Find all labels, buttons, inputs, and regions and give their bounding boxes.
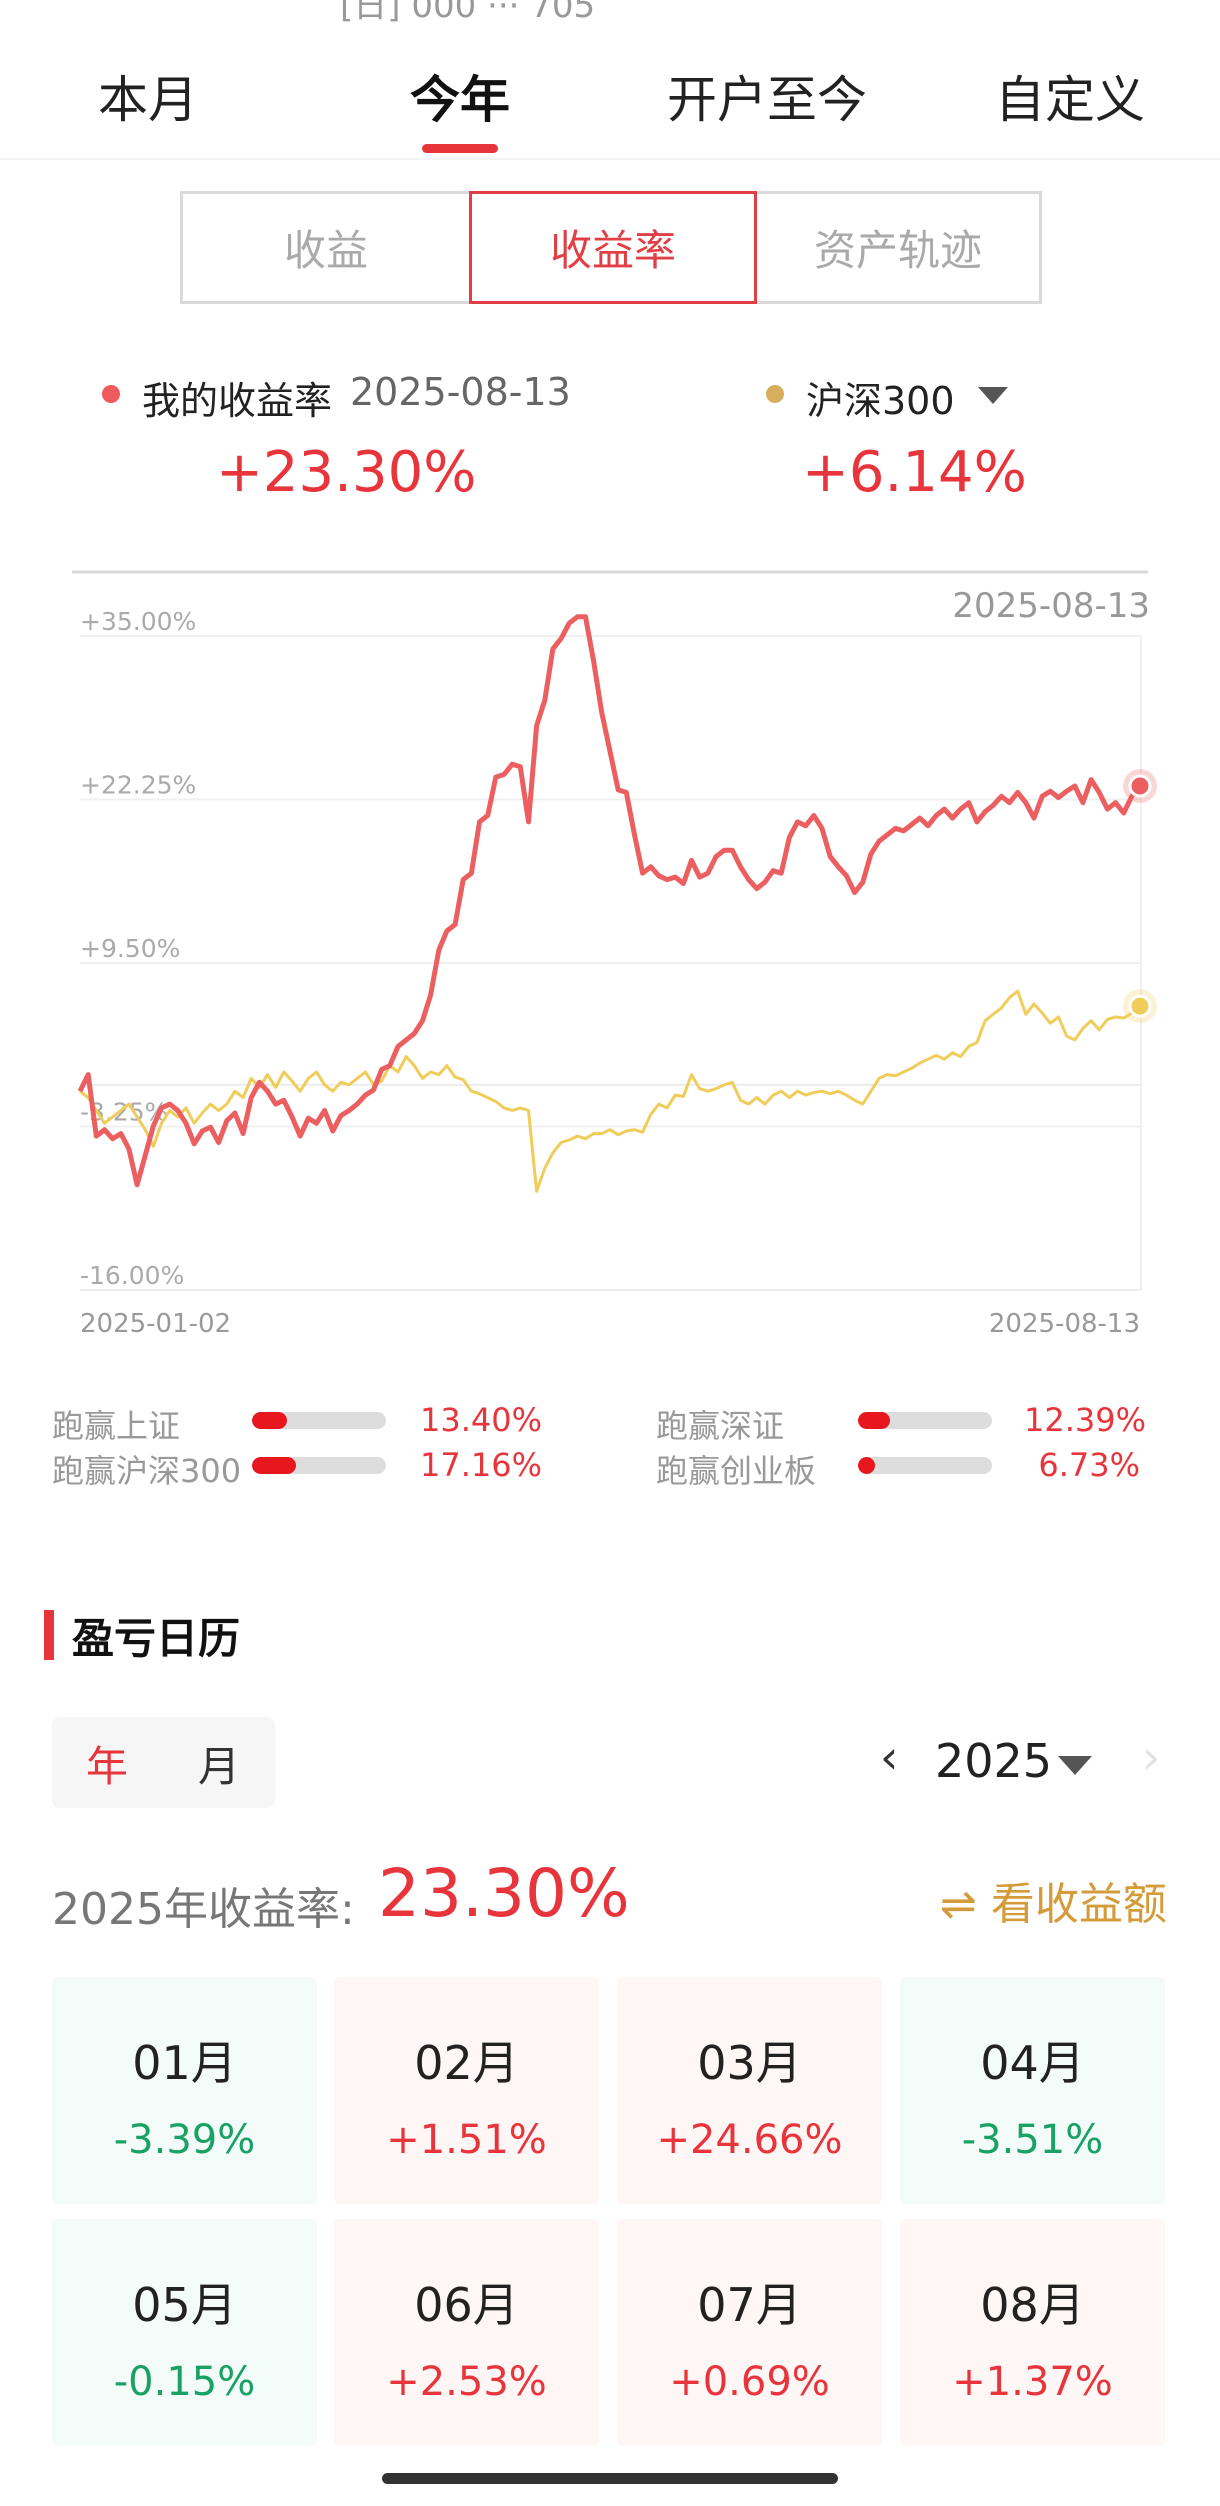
month-name: 04月 <box>980 2036 1085 2090</box>
chevron-down-icon[interactable] <box>978 387 1008 404</box>
month-cell[interactable]: 05月 -0.15% <box>52 2219 317 2446</box>
month-return: +0.69% <box>669 2359 830 2405</box>
benchmark-dot <box>766 385 784 403</box>
outperform-hs300-label: 跑赢沪深300 <box>52 1452 242 1490</box>
active-tab-indicator <box>422 144 498 153</box>
tab-custom[interactable]: 自定义 <box>995 71 1145 129</box>
y-tick-label: +22.25% <box>80 771 196 800</box>
month-name: 02月 <box>414 2036 519 2090</box>
month-return: +2.53% <box>386 2359 547 2405</box>
month-name: 05月 <box>132 2278 237 2332</box>
tab-this-year[interactable]: 今年 <box>410 71 510 129</box>
segment-earnings[interactable]: 收益 <box>283 226 368 275</box>
toggle-year[interactable]: 年 <box>86 1742 129 1791</box>
month-cell[interactable]: 03月 +24.66% <box>617 1977 882 2204</box>
outperform-sz-bar <box>858 1412 992 1429</box>
my-return-line <box>77 614 1142 1188</box>
outperform-sz-label: 跑赢深证 <box>656 1407 785 1445</box>
y-tick-label: +9.50% <box>80 934 180 963</box>
home-indicator <box>382 2473 838 2484</box>
account-number-partial: [日] 000 ··· 705 <box>340 0 596 26</box>
benchmark-value: +6.14% <box>802 440 1027 505</box>
month-cell[interactable]: 07月 +0.69% <box>617 2219 882 2446</box>
month-name: 06月 <box>414 2278 519 2332</box>
year-return-value: 23.30% <box>378 1855 630 1932</box>
month-cell[interactable]: 02月 +1.51% <box>334 1977 599 2204</box>
month-cell[interactable]: 06月 +2.53% <box>334 2219 599 2446</box>
tabbar-divider <box>0 158 1220 160</box>
year-return-label: 2025年收益率: <box>52 1884 355 1935</box>
section-accent-bar <box>44 1610 54 1660</box>
month-return: +24.66% <box>656 2117 843 2163</box>
y-tick-label: +35.00% <box>80 607 196 636</box>
month-name: 07月 <box>697 2278 802 2332</box>
month-return: -3.51% <box>961 2117 1104 2163</box>
outperform-sh-bar <box>252 1412 386 1429</box>
metric-segmented-control: 收益 收益率 资产轨迹 <box>180 191 1042 304</box>
my-return-dot <box>102 385 120 403</box>
return-line-chart[interactable]: +35.00%+22.25%+9.50%-3.25%-16.00% 2025-0… <box>0 560 1220 1360</box>
outperform-hs300-value: 17.16% <box>420 1446 543 1484</box>
month-name: 08月 <box>980 2278 1085 2332</box>
view-amount-switch[interactable]: ⇌ 看收益额 <box>940 1879 1167 1930</box>
toggle-month[interactable]: 月 <box>198 1742 241 1791</box>
chart-gridlines <box>80 635 1141 1291</box>
my-return-label: 我的收益率 <box>142 379 333 423</box>
month-name: 03月 <box>697 2036 802 2090</box>
benchmark-end-dot <box>1128 994 1152 1018</box>
month-cell[interactable]: 01月 -3.39% <box>52 1977 317 2204</box>
my-return-end-dot <box>1128 774 1152 798</box>
year-month-toggle <box>52 1717 275 1808</box>
x-start-label: 2025-01-02 <box>80 1309 231 1339</box>
month-cell[interactable]: 08月 +1.37% <box>900 2219 1165 2446</box>
tab-since-open[interactable]: 开户至今 <box>667 71 867 129</box>
month-return: -0.15% <box>113 2359 256 2405</box>
outperform-cyb-value: 6.73% <box>1038 1446 1140 1484</box>
segment-asset-track[interactable]: 资产轨迹 <box>813 226 982 275</box>
outperform-sz-value: 12.39% <box>1024 1401 1147 1439</box>
chevron-right-icon[interactable]: › <box>1142 1730 1161 1784</box>
month-return: +1.51% <box>386 2117 547 2163</box>
benchmark-line <box>79 989 1141 1193</box>
outperform-hs300-bar <box>252 1457 386 1474</box>
current-date-label: 2025-08-13 <box>952 586 1150 626</box>
month-return: +1.37% <box>952 2359 1113 2405</box>
chevron-left-icon[interactable]: ‹ <box>880 1730 899 1784</box>
outperform-cyb-label: 跑赢创业板 <box>656 1452 817 1490</box>
outperform-cyb-bar <box>858 1457 992 1474</box>
outperform-sh-value: 13.40% <box>420 1401 543 1439</box>
segment-return-rate[interactable]: 收益率 <box>469 191 757 304</box>
y-tick-label: -16.00% <box>80 1261 184 1290</box>
section-title: 盈亏日历 <box>72 1614 241 1663</box>
year-dropdown-icon[interactable] <box>1058 1756 1092 1775</box>
year-selector[interactable]: 2025 <box>935 1734 1053 1788</box>
x-end-label: 2025-08-13 <box>989 1309 1140 1339</box>
my-return-date: 2025-08-13 <box>350 370 571 414</box>
month-name: 01月 <box>132 2036 237 2090</box>
month-return: -3.39% <box>113 2117 256 2163</box>
benchmark-label[interactable]: 沪深300 <box>806 379 955 423</box>
tab-this-month[interactable]: 本月 <box>98 71 198 129</box>
outperform-sh-label: 跑赢上证 <box>52 1407 181 1445</box>
month-cell[interactable]: 04月 -3.51% <box>900 1977 1165 2204</box>
my-return-value: +23.30% <box>216 440 477 505</box>
